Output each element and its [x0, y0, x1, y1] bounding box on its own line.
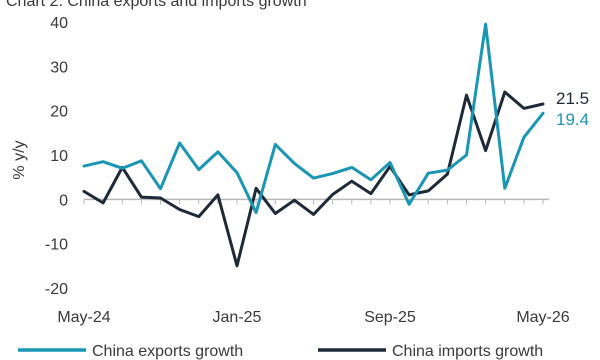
y-tick-label: 40 [50, 15, 68, 32]
legend: China exports growth China imports growt… [18, 343, 543, 360]
series-line-imports [82, 90, 545, 268]
y-tick-label: 10 [50, 148, 68, 165]
y-tick-label: -10 [45, 237, 68, 254]
end-label-imports: 21.5 [556, 89, 589, 108]
legend-label-exports: China exports growth [92, 343, 243, 360]
y-tick-label: 30 [50, 59, 68, 76]
y-tick-label: 0 [59, 192, 68, 209]
end-label-exports: 19.4 [556, 110, 589, 129]
x-tick-label: Jan-25 [213, 309, 262, 326]
series-layer [82, 22, 545, 268]
y-axis: 40 30 20 10 0 -10 -20 [45, 15, 68, 298]
y-tick-label: -20 [45, 281, 68, 298]
series-line-exports [82, 22, 545, 215]
chart-title: Chart 2: China exports and imports growt… [6, 0, 307, 10]
x-tick-label: May-24 [57, 309, 110, 326]
x-axis: May-24 Jan-25 Sep-25 May-26 [57, 199, 570, 326]
x-tick-label: May-26 [516, 309, 569, 326]
legend-label-imports: China imports growth [392, 343, 543, 360]
y-axis-title: % y/y [11, 140, 28, 179]
x-tick-label: Sep-25 [364, 309, 416, 326]
y-tick-label: 20 [50, 104, 68, 121]
